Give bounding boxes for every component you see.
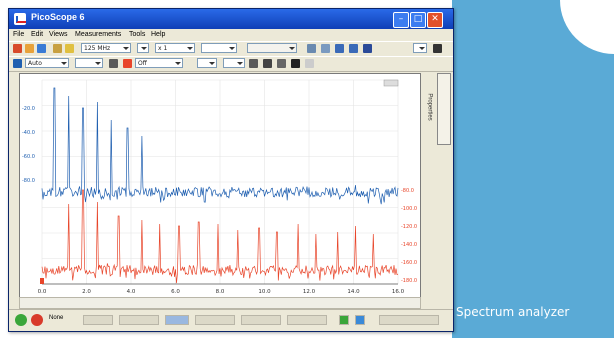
y-left-tick-label: -80.0 [22, 178, 35, 184]
pretrigger-box[interactable] [241, 315, 281, 325]
trigger-edge-box[interactable] [165, 315, 189, 325]
channel-a-coupling[interactable] [75, 58, 103, 68]
zoom-out-icon[interactable] [321, 44, 330, 53]
fit-icon[interactable] [335, 44, 344, 53]
info-box [379, 315, 439, 325]
ruler-field[interactable] [247, 43, 297, 53]
channel-a-range[interactable]: Auto [25, 58, 69, 68]
channel-d-options-icon[interactable] [249, 59, 258, 68]
x-tick-label: 12.0 [303, 289, 316, 295]
stop-icon[interactable] [31, 314, 43, 326]
axis-options-button[interactable] [383, 79, 399, 87]
channel-b-icon [123, 59, 132, 68]
math-icon[interactable] [277, 59, 286, 68]
y-left-tick-label: -40.0 [22, 130, 35, 136]
settings-icon[interactable] [363, 44, 372, 53]
pointer-icon[interactable] [433, 44, 442, 53]
y-right-tick-label: -100.0 [401, 206, 417, 212]
delay-box[interactable] [287, 315, 327, 325]
trigger-source-box[interactable] [119, 315, 159, 325]
channel-a-icon [13, 59, 22, 68]
y-left-tick-label: -60.0 [22, 154, 35, 160]
channel-a-options-icon[interactable] [109, 59, 118, 68]
x-tick-label: 4.0 [127, 289, 136, 295]
horizontal-scrollbar[interactable] [19, 297, 421, 309]
samples-select[interactable]: x 1 [155, 43, 195, 53]
title-bar: PicoScope 6 – □ ✕ [9, 9, 453, 29]
properties-tab[interactable]: Properties [427, 73, 451, 145]
menu-file[interactable]: File [13, 31, 25, 38]
picoscope-window: PicoScope 6 – □ ✕ File Edit Views Measur… [8, 8, 454, 332]
sigma-icon[interactable] [263, 59, 272, 68]
spectrum-plot-area[interactable]: 0.0 2.0 4.0 6.0 8.0 10.0 12.0 14.0 16.0 -20.0 -40.… [19, 73, 421, 298]
y-right-tick-label: -120.0 [401, 224, 417, 230]
menu-bar: File Edit Views Measurements Tools Help [9, 29, 453, 41]
persistence-icon[interactable] [25, 44, 34, 53]
y-left-tick-label: -20.0 [22, 106, 35, 112]
channel-b-range[interactable]: Off [135, 58, 183, 68]
window-title: PicoScope 6 [31, 12, 85, 22]
menu-views[interactable]: Views [49, 31, 68, 38]
x-tick-label: 16.0 [392, 289, 405, 295]
x-tick-label: 10.0 [258, 289, 271, 295]
y-right-tick-label: -140.0 [401, 242, 417, 248]
x-tick-label: 2.0 [82, 289, 91, 295]
status-blue-icon[interactable] [355, 315, 365, 325]
channel-toolbar: Auto Off [9, 56, 453, 72]
main-toolbar: 125 MHz x 1 [9, 41, 453, 57]
more-icon[interactable] [305, 59, 314, 68]
y-right-tick-label: -160.0 [401, 260, 417, 266]
spectrum-mode-icon[interactable] [37, 44, 46, 53]
pencil-icon[interactable] [53, 44, 62, 53]
run-icon[interactable] [15, 314, 27, 326]
zoom-select[interactable] [201, 43, 237, 53]
channel-d-range[interactable] [223, 58, 245, 68]
channel-b-marker[interactable] [40, 278, 44, 284]
view-select[interactable] [413, 43, 427, 53]
channel-b-trace [41, 189, 399, 284]
zoom-in-icon[interactable] [307, 44, 316, 53]
minimize-icon[interactable]: – [393, 12, 409, 28]
spectrum-plot: 0.0 2.0 4.0 6.0 8.0 10.0 12.0 14.0 16.0 -20.0 -40.… [22, 79, 417, 295]
y-right-tick-label: -180.0 [401, 278, 417, 284]
trigger-label[interactable]: None [49, 315, 64, 321]
close-icon[interactable]: ✕ [427, 12, 443, 28]
right-axis-strip [421, 73, 437, 296]
channel-a-trace [41, 87, 399, 205]
status-bar: None [9, 309, 453, 331]
maximize-icon[interactable]: □ [410, 12, 426, 28]
decorative-blue-panel [452, 0, 614, 338]
caption: Spectrum analyzer [456, 305, 570, 319]
timebase-spin[interactable] [137, 43, 149, 53]
trigger-mode-box[interactable] [83, 315, 113, 325]
scope-mode-icon[interactable] [13, 44, 22, 53]
app-icon [14, 13, 26, 25]
x-tick-label: 14.0 [347, 289, 360, 295]
menu-edit[interactable]: Edit [31, 31, 44, 38]
channel-icon[interactable] [65, 44, 74, 53]
x-tick-label: 0.0 [38, 289, 47, 295]
menu-help[interactable]: Help [151, 31, 166, 38]
status-green-icon[interactable] [339, 315, 349, 325]
channel-c-range[interactable] [197, 58, 217, 68]
x-tick-label: 8.0 [216, 289, 225, 295]
trigger-level-box[interactable] [195, 315, 235, 325]
menu-tools[interactable]: Tools [129, 31, 146, 38]
x-tick-label: 6.0 [171, 289, 180, 295]
y-right-tick-label: -80.0 [401, 188, 414, 194]
menu-measurements[interactable]: Measurements [75, 31, 122, 38]
reference-icon[interactable] [291, 59, 300, 68]
timebase-select[interactable]: 125 MHz [81, 43, 131, 53]
pan-icon[interactable] [349, 44, 358, 53]
